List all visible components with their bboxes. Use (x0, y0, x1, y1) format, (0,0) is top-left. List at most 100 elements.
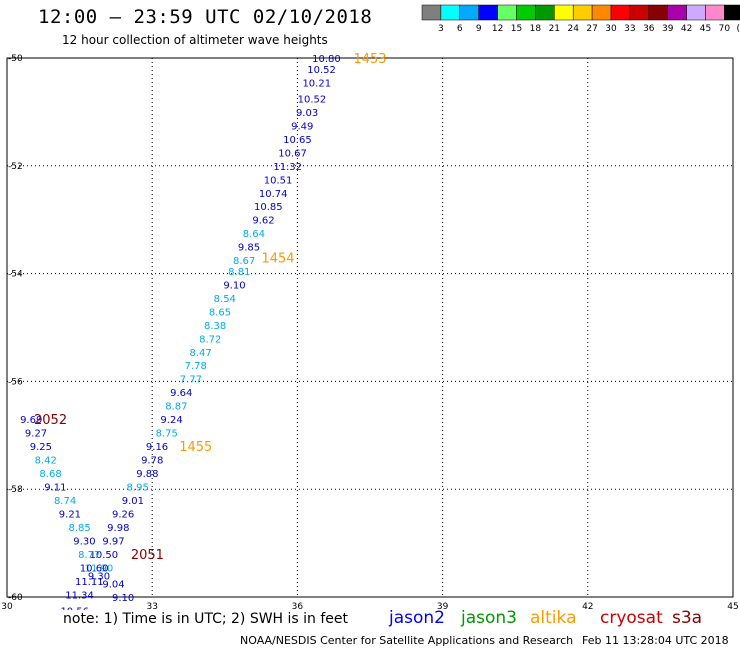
color-scale-label: 70 (719, 24, 731, 34)
y-tick-label: -50 (8, 54, 23, 64)
wave-height-point: 9.97 (102, 536, 124, 547)
color-scale-label: 12 (492, 24, 503, 34)
plot-border (6, 57, 734, 598)
wave-height-point: 9.27 (25, 429, 47, 440)
wave-height-point: 10.60 (80, 563, 109, 574)
wave-height-point: 11.11 (75, 577, 104, 588)
wave-height-point: 11.90 (85, 563, 114, 574)
y-tick-label: -56 (8, 377, 23, 387)
wave-height-point: 9.62 (252, 216, 274, 227)
wave-height-point: 8.64 (243, 229, 265, 240)
y-tick-label: -58 (8, 485, 23, 495)
wave-height-point: 9.49 (291, 121, 313, 132)
wave-height-point: 9.26 (112, 509, 134, 520)
wave-height-point: 10.80 (312, 54, 341, 65)
color-scale-label: 15 (511, 24, 522, 34)
wave-height-point: 8.67 (233, 256, 255, 267)
color-scale-label: (ft) (737, 24, 740, 34)
wave-height-point: 10.56 (60, 606, 89, 610)
color-scale-label: 27 (586, 24, 597, 34)
color-scale-label: 3 (438, 24, 444, 34)
wave-height-point: 9.64 (170, 388, 192, 399)
wave-height-point: 8.47 (189, 348, 211, 359)
satellite-legend-item: cryosat (600, 608, 663, 628)
wave-height-point: 10.74 (259, 189, 288, 200)
color-swatch (724, 4, 740, 21)
color-scale-label: 21 (549, 24, 560, 34)
wave-height-point: 8.75 (156, 429, 178, 440)
pass-time-label: 2051 (131, 548, 164, 563)
wave-height-point: 9.88 (136, 469, 158, 480)
color-scale-label: 24 (567, 24, 579, 34)
chart-title: 12:00 – 23:59 UTC 02/10/2018 (38, 6, 373, 28)
x-tick-label: 45 (727, 602, 738, 610)
x-tick-label: 36 (292, 602, 304, 610)
color-scale-label: 36 (643, 24, 655, 34)
satellite-legend-item: jason2 (389, 608, 445, 628)
color-scale-label: 33 (624, 24, 635, 34)
color-scale-label: 45 (700, 24, 711, 34)
y-tick-label: -54 (8, 270, 23, 280)
wave-height-point: 8.42 (35, 456, 57, 467)
wave-height-point: 8.85 (68, 523, 90, 534)
wave-height-point: 10.85 (254, 202, 283, 213)
pass-time-label: 1455 (179, 440, 212, 455)
wave-height-point: 10.52 (298, 94, 327, 105)
y-tick-label: -52 (8, 162, 23, 172)
wave-height-point: 11.34 (65, 590, 94, 601)
satellite-legend-item: jason3 (461, 608, 517, 628)
wave-height-point: 8.65 (209, 307, 231, 318)
satellite-legend-item: altika (530, 608, 577, 628)
wave-height-point: 9.21 (59, 509, 81, 520)
wave-height-point: 11.32 (273, 162, 302, 173)
footer-timestamp: Feb 11 13:28:04 UTC 2018 (582, 634, 729, 647)
wave-height-point: 8.72 (199, 334, 221, 345)
wave-height-point: 8.74 (54, 496, 76, 507)
wave-height-point: 10.51 (264, 175, 293, 186)
color-scale-label: 42 (681, 24, 692, 34)
footer-credit: NOAA/NESDIS Center for Satellite Applica… (240, 634, 574, 647)
satellite-legend-item: s3a (672, 608, 703, 628)
wave-height-point: 9.01 (122, 496, 144, 507)
wave-height-point: 9.98 (107, 523, 129, 534)
pass-time-label: 1454 (261, 251, 294, 266)
pass-time-label: 1453 (353, 52, 386, 67)
wave-height-point: 9.24 (160, 415, 182, 426)
wave-height-point: 10.52 (307, 65, 336, 76)
wave-height-point: 8.77 (78, 550, 100, 561)
wave-height-point: 9.03 (296, 108, 318, 119)
wave-height-point: 9.25 (30, 442, 52, 453)
wave-height-point: 10.21 (302, 78, 331, 89)
wave-height-point: 9.10 (112, 593, 134, 604)
wave-height-point: 9.85 (238, 243, 260, 254)
wave-height-point: 9.11 (44, 483, 66, 494)
wave-height-point: 7.77 (180, 375, 202, 386)
wave-height-point: 8.81 (228, 267, 250, 278)
chart-subtitle: 12 hour collection of altimeter wave hei… (62, 33, 328, 47)
wave-height-point: 8.87 (165, 402, 187, 413)
color-scale-label: 9 (476, 24, 482, 34)
wave-height-point: 8.68 (39, 469, 61, 480)
wave-height-point: 9.69 (20, 415, 42, 426)
wave-height-point: 10.65 (283, 135, 312, 146)
y-tick-label: -60 (8, 593, 23, 603)
wave-height-point: 9.78 (141, 456, 163, 467)
units-note: note: 1) Time is in UTC; 2) SWH is in fe… (63, 611, 349, 627)
wave-height-point: 9.30 (73, 536, 95, 547)
wave-height-point: 8.38 (204, 321, 226, 332)
wave-height-point: 9.10 (223, 280, 245, 291)
x-tick-label: 42 (582, 602, 593, 610)
x-tick-label: 30 (1, 602, 13, 610)
x-tick-label: 39 (437, 602, 449, 610)
wave-height-point: 10.67 (278, 148, 307, 159)
color-scale-label: 39 (662, 24, 674, 34)
wave-height-point: 9.04 (102, 580, 124, 591)
wave-height-point: 8.95 (127, 483, 149, 494)
altimeter-map: 30 33 36 39 42 45-50-52-54-56-58-6010.8010.52… (1, 52, 738, 610)
color-scale-label: 6 (457, 24, 463, 34)
color-scale-label: 30 (605, 24, 617, 34)
wave-height-point: 7.78 (185, 361, 207, 372)
color-scale-label: 18 (530, 24, 542, 34)
wave-height-point: 8.54 (214, 294, 236, 305)
